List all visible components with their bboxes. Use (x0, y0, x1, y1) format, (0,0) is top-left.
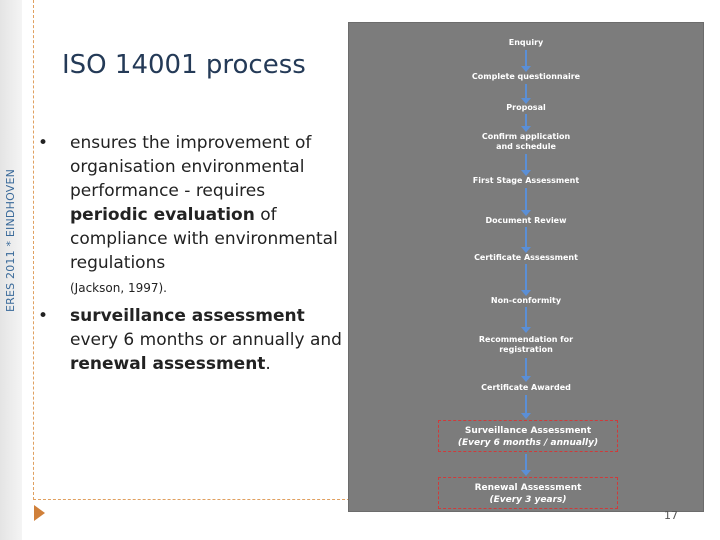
flow-step: Document Review (485, 216, 567, 225)
flow-arrow-icon (521, 227, 531, 253)
renewal-assessment-box: Renewal Assessment (Every 3 years) (438, 477, 618, 509)
flow-arrow-icon (521, 358, 531, 382)
flow-step: Certificate Assessment (474, 253, 578, 262)
surveillance-label: Surveillance Assessment (464, 426, 592, 436)
bullet-bold-text: renewal assessment (70, 354, 266, 374)
bullet-text: ensures the improvement of organisation … (70, 131, 342, 299)
bullet-text-part: of compliance with environmental regulat… (70, 205, 338, 273)
flow-arrow-icon (521, 188, 531, 216)
flow-arrow-icon (521, 395, 531, 419)
flow-step: Certificate Awarded (481, 383, 571, 392)
flow-arrow-icon (521, 307, 531, 333)
citation: (Jackson, 1997). (70, 281, 167, 295)
flow-arrow-icon (521, 50, 531, 72)
flow-step: First Stage Assessment (472, 176, 580, 185)
flow-arrow-icon (521, 114, 531, 132)
bullet-marker: • (38, 133, 49, 153)
flow-step: Recommendation for registration (478, 335, 574, 354)
bullet-marker: • (38, 306, 49, 326)
flow-step: Confirm application and schedule (481, 132, 571, 151)
bullet-text-part: every 6 months or annually and (70, 330, 342, 350)
flow-step: Complete questionnaire (471, 72, 581, 81)
flow-step: Proposal (506, 103, 546, 112)
flow-step: Enquiry (508, 38, 544, 47)
renewal-frequency: (Every 3 years) (489, 495, 567, 505)
flow-arrow-icon (521, 154, 531, 176)
flow-arrow-icon (521, 84, 531, 104)
horizontal-divider (33, 499, 355, 500)
page-number: 17 (664, 509, 678, 522)
slide-title: ISO 14001 process (62, 50, 306, 80)
bullet-text: surveillance assessment every 6 months o… (70, 304, 342, 376)
bullet-bold-text: periodic evaluation (70, 205, 255, 225)
flow-step: Non-conformity (490, 296, 562, 305)
bullet-bold-text: surveillance assessment (70, 306, 305, 326)
left-band (0, 0, 22, 540)
corner-arrow-icon (34, 505, 45, 521)
renewal-label: Renewal Assessment (474, 483, 582, 493)
bullet-text-part: ensures the improvement of organisation … (70, 133, 312, 201)
bullet-text-part: . (265, 354, 271, 374)
process-flowchart: Enquiry Complete questionnaire Proposal … (348, 22, 704, 512)
sidebar-conference-label: ERES 2011 * EINDHOVEN (4, 168, 17, 312)
surveillance-assessment-box: Surveillance Assessment (Every 6 months … (438, 420, 618, 452)
surveillance-frequency: (Every 6 months / annually) (457, 438, 599, 448)
flow-arrow-icon (521, 454, 531, 476)
flow-arrow-icon (521, 264, 531, 296)
vertical-divider (33, 0, 34, 500)
